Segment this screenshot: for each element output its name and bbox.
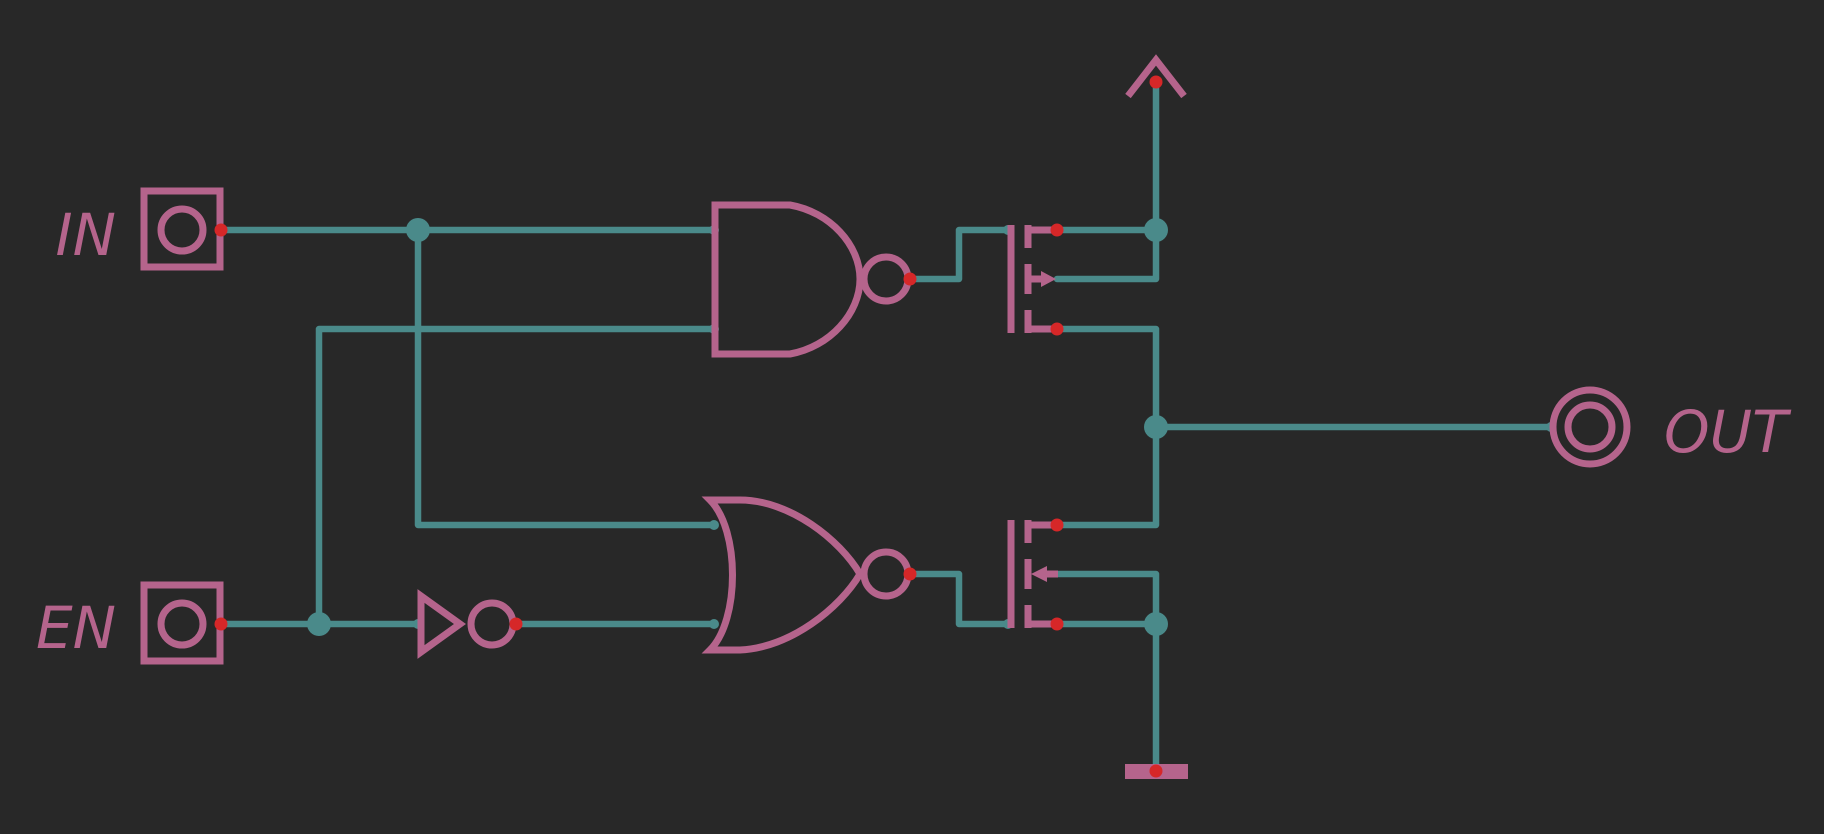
pmos-transistor[interactable] bbox=[1007, 225, 1057, 333]
pin bbox=[1050, 518, 1064, 532]
wire-en-to-nand bbox=[315, 325, 718, 628]
junction-out bbox=[1144, 415, 1168, 439]
wire-in-to-nor bbox=[414, 226, 718, 529]
pin bbox=[903, 272, 917, 286]
wire-end bbox=[709, 619, 719, 629]
inverter-bubble bbox=[467, 599, 517, 649]
nand-bubble bbox=[860, 253, 912, 305]
wire-end bbox=[709, 520, 719, 530]
nmos-transistor[interactable] bbox=[1007, 520, 1058, 628]
inverter-gate[interactable] bbox=[417, 589, 517, 659]
in-label: IN bbox=[56, 201, 117, 269]
pin bbox=[214, 617, 228, 631]
pin bbox=[1050, 223, 1064, 237]
wires bbox=[217, 78, 1555, 775]
pin bbox=[1050, 322, 1064, 336]
wire-nand-to-pmos-gate bbox=[906, 226, 1012, 283]
pins bbox=[214, 75, 1163, 778]
pin bbox=[1149, 764, 1163, 778]
pin bbox=[509, 617, 523, 631]
junction-in bbox=[406, 218, 430, 242]
wire-vdd bbox=[1053, 78, 1160, 283]
wire-nmos-body bbox=[1053, 570, 1160, 775]
pin bbox=[1050, 617, 1064, 631]
nor-gate[interactable] bbox=[701, 496, 912, 654]
nand-gate[interactable] bbox=[711, 201, 912, 358]
junctions bbox=[307, 218, 1168, 636]
in-connector[interactable] bbox=[140, 187, 224, 271]
wire-pmos-drain bbox=[1053, 325, 1160, 529]
junction-vdd bbox=[1144, 218, 1168, 242]
nor-bubble bbox=[860, 548, 912, 600]
out-connector[interactable] bbox=[1549, 386, 1631, 468]
pin bbox=[903, 567, 917, 581]
en-connector[interactable] bbox=[140, 581, 224, 665]
wire-nor-to-nmos-gate bbox=[906, 570, 1012, 628]
out-label: OUT bbox=[1664, 398, 1792, 466]
junction-gnd bbox=[1144, 612, 1168, 636]
junction-en bbox=[307, 612, 331, 636]
pin bbox=[214, 223, 228, 237]
pin bbox=[1149, 75, 1163, 89]
en-label: EN bbox=[36, 594, 116, 662]
vdd-symbol bbox=[1125, 54, 1187, 99]
